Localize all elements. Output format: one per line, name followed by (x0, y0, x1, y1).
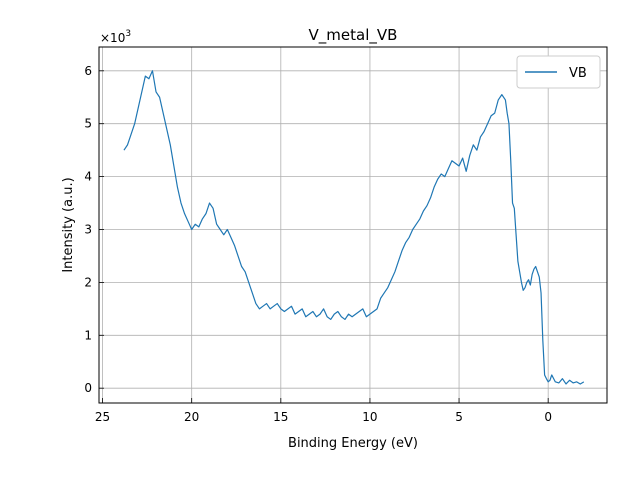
y-axis-multiplier-exponent: 3 (125, 29, 131, 39)
y-tick-label: 3 (84, 222, 92, 236)
y-axis-multiplier: ×103 (100, 29, 131, 45)
grid-lines (99, 47, 607, 403)
y-tick-label: 6 (84, 64, 92, 78)
x-tick-label: 0 (544, 410, 552, 424)
x-tick-label: 15 (273, 410, 288, 424)
y-tick-label: 4 (84, 170, 92, 184)
series-line-vb (123, 70, 585, 385)
y-tick-label: 5 (84, 117, 92, 131)
y-axis-label: Intensity (a.u.) (61, 177, 76, 272)
chart-title: V_metal_VB (309, 26, 398, 45)
plot-frame (98, 46, 608, 404)
x-tick-label: 25 (95, 410, 110, 424)
x-tick-label: 10 (362, 410, 377, 424)
legend: VB (516, 55, 601, 89)
y-tick-label: 1 (84, 328, 92, 342)
y-tick-label: 2 (84, 275, 92, 289)
legend-box (516, 55, 601, 89)
x-tick-label: 20 (184, 410, 199, 424)
legend-label-vb: VB (569, 66, 587, 81)
y-axis-multiplier-base: ×10 (100, 31, 125, 45)
x-axis-label: Binding Energy (eV) (288, 436, 418, 451)
y-tick-label: 0 (84, 381, 92, 395)
axis-ticks: 25 20 15 10 5 0 0 1 2 3 4 5 6 (84, 64, 552, 424)
x-tick-label: 5 (455, 410, 463, 424)
